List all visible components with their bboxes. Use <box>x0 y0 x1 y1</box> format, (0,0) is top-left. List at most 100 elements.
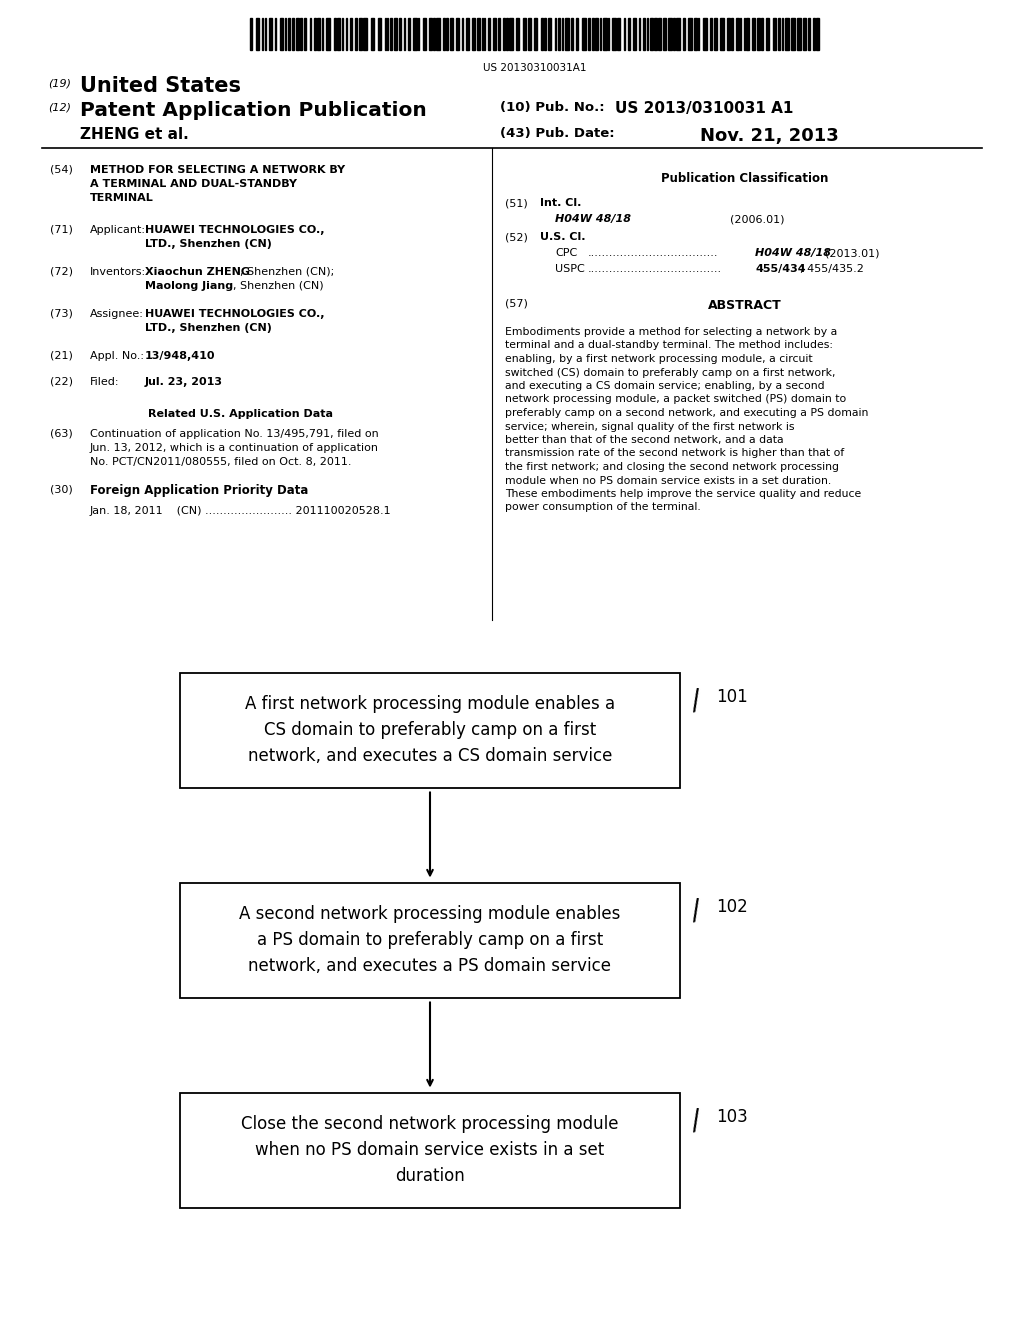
Bar <box>256 18 259 50</box>
Text: and executing a CS domain service; enabling, by a second: and executing a CS domain service; enabl… <box>505 381 824 391</box>
Text: switched (CS) domain to preferably camp on a first network,: switched (CS) domain to preferably camp … <box>505 367 836 378</box>
Bar <box>791 18 795 50</box>
Text: /: / <box>690 686 703 715</box>
Bar <box>309 18 311 50</box>
Text: 13/948,410: 13/948,410 <box>145 351 215 360</box>
Bar <box>317 18 321 50</box>
Bar <box>813 18 815 50</box>
Bar <box>269 18 272 50</box>
Text: Appl. No.:: Appl. No.: <box>90 351 144 360</box>
Bar <box>731 18 733 50</box>
Text: Jul. 23, 2013: Jul. 23, 2013 <box>145 378 223 387</box>
Bar <box>250 18 252 50</box>
Bar <box>746 18 750 50</box>
Text: Maolong Jiang: Maolong Jiang <box>145 281 233 290</box>
Bar <box>727 18 730 50</box>
Text: METHOD FOR SELECTING A NETWORK BY: METHOD FOR SELECTING A NETWORK BY <box>90 165 345 176</box>
Text: Inventors:: Inventors: <box>90 267 146 277</box>
Bar <box>676 18 680 50</box>
Bar <box>703 18 707 50</box>
Bar <box>390 18 392 50</box>
Bar <box>285 18 287 50</box>
Bar <box>588 18 590 50</box>
Bar <box>633 18 636 50</box>
Bar <box>300 18 302 50</box>
Bar <box>710 18 712 50</box>
Text: , Shenzhen (CN);: , Shenzhen (CN); <box>240 267 334 277</box>
Bar <box>342 18 343 50</box>
Bar <box>180 1093 680 1208</box>
Text: (52): (52) <box>505 232 528 242</box>
Bar <box>262 18 263 50</box>
Bar <box>445 18 447 50</box>
Text: network processing module, a packet switched (PS) domain to: network processing module, a packet swit… <box>505 395 846 404</box>
Text: HUAWEI TECHNOLOGIES CO.,: HUAWEI TECHNOLOGIES CO., <box>145 309 325 319</box>
Text: US 2013/0310031 A1: US 2013/0310031 A1 <box>615 102 794 116</box>
Text: Patent Application Publication: Patent Application Publication <box>80 102 427 120</box>
Bar <box>683 18 685 50</box>
Bar <box>773 18 776 50</box>
Text: Applicant:: Applicant: <box>90 224 146 235</box>
Bar <box>387 18 388 50</box>
Bar <box>612 18 615 50</box>
Text: the first network; and closing the second network processing: the first network; and closing the secon… <box>505 462 839 473</box>
Text: (12): (12) <box>48 103 71 114</box>
Bar <box>394 18 397 50</box>
Bar <box>595 18 598 50</box>
Bar <box>180 672 680 788</box>
Text: Publication Classification: Publication Classification <box>662 172 828 185</box>
Text: (57): (57) <box>505 300 528 309</box>
Text: Nov. 21, 2013: Nov. 21, 2013 <box>700 127 839 145</box>
Text: (21): (21) <box>50 351 73 360</box>
Bar <box>313 18 316 50</box>
Text: ....................................: .................................... <box>588 248 719 257</box>
Bar <box>570 18 573 50</box>
Bar <box>414 18 417 50</box>
Bar <box>371 18 375 50</box>
Bar <box>714 18 717 50</box>
Text: (63): (63) <box>50 429 73 440</box>
Bar <box>541 18 543 50</box>
Bar <box>643 18 645 50</box>
Bar <box>337 18 340 50</box>
Bar <box>506 18 508 50</box>
Text: HUAWEI TECHNOLOGIES CO.,: HUAWEI TECHNOLOGIES CO., <box>145 224 325 235</box>
Text: (43) Pub. Date:: (43) Pub. Date: <box>500 127 614 140</box>
Bar <box>477 18 480 50</box>
Bar <box>450 18 453 50</box>
Bar <box>436 18 440 50</box>
Bar <box>803 18 806 50</box>
Bar <box>650 18 653 50</box>
Bar <box>785 18 788 50</box>
Text: .....................................: ..................................... <box>588 264 722 275</box>
Text: /: / <box>690 896 703 925</box>
Text: (54): (54) <box>50 165 73 176</box>
Text: CPC: CPC <box>555 248 578 257</box>
Text: (73): (73) <box>50 309 73 319</box>
Bar <box>688 18 691 50</box>
Text: H04W 48/18: H04W 48/18 <box>755 248 831 257</box>
Bar <box>322 18 323 50</box>
Bar <box>523 18 526 50</box>
Bar <box>534 18 538 50</box>
Bar <box>296 18 299 50</box>
Text: 103: 103 <box>716 1109 748 1126</box>
Bar <box>304 18 306 50</box>
Text: (30): (30) <box>50 484 73 494</box>
Text: Continuation of application No. 13/495,791, filed on: Continuation of application No. 13/495,7… <box>90 429 379 440</box>
Text: LTD., Shenzhen (CN): LTD., Shenzhen (CN) <box>145 239 272 249</box>
Text: U.S. Cl.: U.S. Cl. <box>540 232 586 242</box>
Bar <box>493 18 497 50</box>
Text: These embodiments help improve the service quality and reduce: These embodiments help improve the servi… <box>505 488 861 499</box>
Bar <box>288 18 290 50</box>
Text: Close the second network processing module
when no PS domain service exists in a: Close the second network processing modu… <box>242 1114 618 1185</box>
Text: Foreign Application Priority Data: Foreign Application Priority Data <box>90 484 308 498</box>
Bar <box>798 18 801 50</box>
Bar <box>399 18 401 50</box>
Text: TERMINAL: TERMINAL <box>90 193 154 203</box>
Bar <box>423 18 426 50</box>
Bar <box>334 18 336 50</box>
Bar <box>736 18 739 50</box>
Bar <box>378 18 381 50</box>
Bar <box>592 18 594 50</box>
